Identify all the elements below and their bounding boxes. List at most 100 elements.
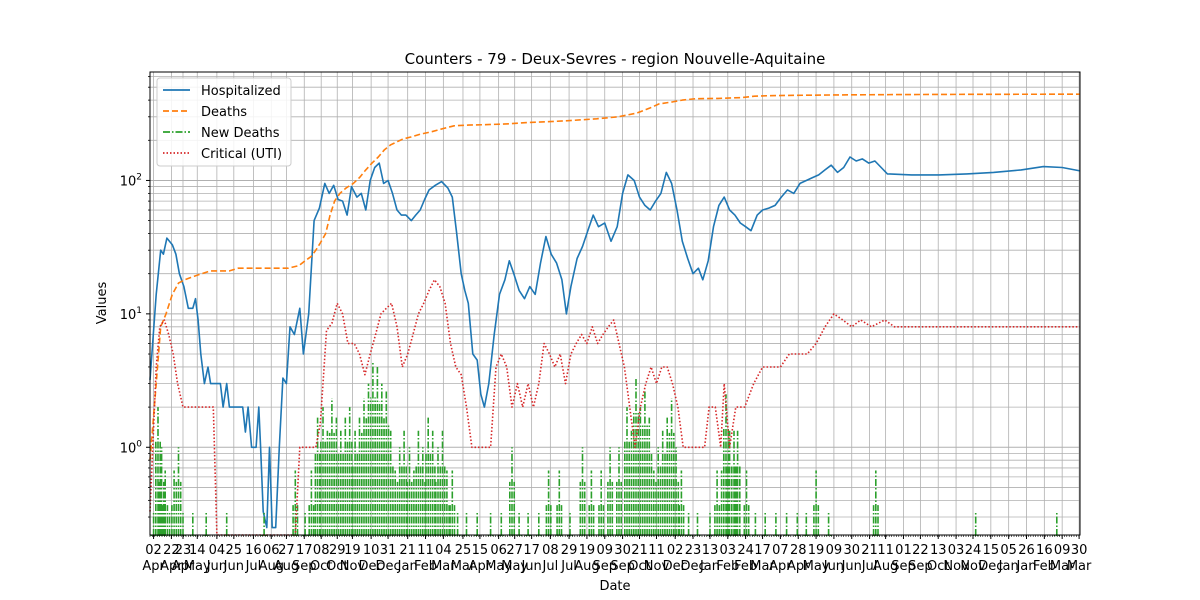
y-tick-label: 102 [120,172,142,189]
x-tick-label: 11 [877,543,894,558]
x-tick-label: Feb [734,559,757,574]
legend-label: Critical (UTI) [201,147,282,162]
x-tick-label: 09 [1054,543,1071,558]
legend-label: New Deaths [201,126,280,141]
x-tick-label: 19 [344,543,361,558]
x-tick-label: Dec [680,559,705,574]
x-tick-label: 02 [145,543,162,558]
x-tick-label: 06 [263,543,280,558]
x-tick-label: Oct [628,559,650,574]
x-tick-label: 04 [209,543,226,558]
y-axis-label: Values [95,282,110,325]
x-tick-label: 27 [278,543,295,558]
x-tick-label: Mar [1050,559,1075,574]
x-tick-label: 02 [667,543,684,558]
x-tick-label: 30 [843,543,860,558]
x-tick-label: 19 [808,543,825,558]
x-tick-label: 16 [245,543,262,558]
x-tick-label: Jun [841,559,862,574]
x-tick-label: Oct [927,559,949,574]
x-tick-label: 08 [542,543,559,558]
x-tick-label: Nov [340,559,366,574]
x-tick-label: 30 [1071,543,1088,558]
x-tick-label: 03 [948,543,965,558]
x-tick-label: Mar [451,559,476,574]
x-tick-label: 16 [1036,543,1053,558]
x-tick-label: Apr [769,559,792,574]
x-tick-label: 29 [561,543,578,558]
x-tick-label: 05 [1000,543,1017,558]
x-tick-label: Dec [359,559,384,574]
x-tick-label: 28 [790,543,807,558]
plot-frame [149,71,1081,536]
x-tick-label: Mar [1067,559,1092,574]
x-tick-label: 29 [329,543,346,558]
x-tick-label: 19 [579,543,596,558]
x-tick-label: Apr [160,559,183,574]
x-tick-label: Nov [644,559,670,574]
grid-lines [150,72,1080,535]
x-tick-label: 06 [490,543,507,558]
x-tick-label: May [501,559,528,574]
legend-label: Hospitalized [201,84,281,99]
x-tick-label: Jul [542,559,559,574]
x-tick-label: 11 [417,543,434,558]
x-tick-label: May [803,559,830,574]
x-tick-label: 17 [296,543,313,558]
x-tick-label: 09 [826,543,843,558]
x-tick-label: 21 [861,543,878,558]
x-tick-label: Sep [292,559,317,574]
x-tick-label: 24 [965,543,982,558]
x-tick-label: Oct [326,559,348,574]
x-tick-label: 13 [930,543,947,558]
x-tick-label: Dec [375,559,400,574]
series-line-new-deaths [150,362,1060,536]
x-tick-label: 25 [455,543,472,558]
x-tick-label: 24 [737,543,754,558]
x-tick-label: 23 [685,543,702,558]
x-tick-label: Nov [943,559,969,574]
x-tick-label: 15 [472,543,489,558]
y-tick-label: 101 [120,306,142,323]
x-tick-label: Nov [960,559,986,574]
x-tick-label: 01 [895,543,912,558]
x-tick-label: Jun [206,559,227,574]
x-tick-label: Jun [223,559,244,574]
x-tick-label: 25 [226,543,243,558]
x-tick-label: Sep [891,559,916,574]
x-tick-label: Jan [699,559,720,574]
x-tick-label: 27 [506,543,523,558]
x-tick-label: 09 [596,543,613,558]
x-tick-label: Aug [274,559,299,574]
x-tick-label: 21 [631,543,648,558]
x-tick-label: Sep [908,559,933,574]
x-tick-label: Apr [172,559,195,574]
x-tick-label: Jul [245,559,262,574]
x-tick-label: Aug [574,559,599,574]
series-line-critical-uti [149,279,1080,536]
x-tick-label: Aug [873,559,898,574]
x-tick-label: 13 [702,543,719,558]
x-tick-label: Jan [998,559,1019,574]
x-tick-label: 11 [648,543,665,558]
x-tick-label: Jan [1015,559,1036,574]
x-tick-label: Jun [520,559,541,574]
x-tick-label: Dec [978,559,1003,574]
x-tick-label: Feb [414,559,437,574]
x-tick-label: Jul [560,559,577,574]
x-tick-label: May [184,559,211,574]
x-tick-label: 08 [313,543,330,558]
x-tick-label: Jan [397,559,418,574]
chart-title: Counters - 79 - Deux-Sevres - region Nou… [405,50,826,68]
series-line-hospitalized [149,156,1081,529]
x-tick-label: Feb [1033,559,1056,574]
x-tick-label: 14 [189,543,206,558]
series-line-deaths [149,93,1081,461]
x-tick-label: 31 [380,543,397,558]
x-tick-label: May [485,559,512,574]
x-tick-label: Jul [861,559,878,574]
x-axis-label: Date [599,579,630,594]
x-tick-label: Dec [663,559,688,574]
x-tick-label: Sep [592,559,617,574]
x-tick-label: 03 [720,543,737,558]
